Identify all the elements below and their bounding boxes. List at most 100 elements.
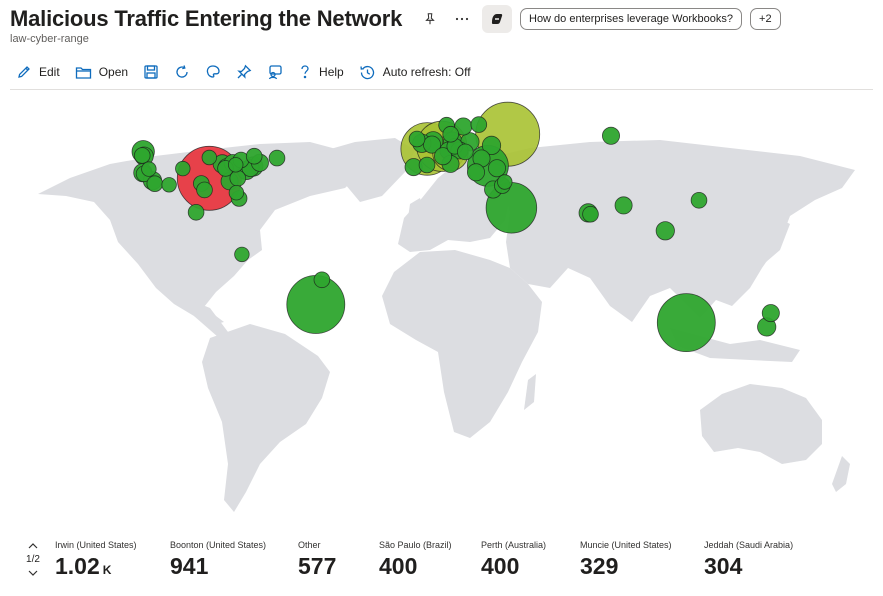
stats-strip: 1/2 Irwin (United States) 1.02 K Boonton … (0, 533, 883, 593)
map-bubble[interactable] (433, 147, 452, 166)
stat-value: 304 (704, 553, 743, 579)
map-bubble[interactable] (187, 204, 205, 221)
workspace-subtitle: law-cyber-range (10, 33, 89, 45)
map-bubble[interactable] (228, 184, 245, 201)
stat-label: Muncie (United States) (580, 540, 672, 550)
clock-refresh-icon (360, 65, 374, 79)
map-bubble[interactable] (313, 271, 331, 289)
stat-label: Jeddah (Saudi Arabia) (704, 540, 794, 550)
map-bubble[interactable] (497, 174, 513, 190)
stat-tile[interactable]: Jeddah (Saudi Arabia) 304 (704, 540, 793, 580)
land-australia (700, 384, 822, 464)
map-bubble[interactable] (655, 221, 675, 241)
stat-tile[interactable]: Irwin (United States) 1.02 K (55, 540, 137, 580)
map-bubble[interactable] (442, 125, 460, 143)
map-bubble[interactable] (227, 157, 244, 173)
stat-value: 941 (170, 553, 209, 579)
stat-label: Other (298, 540, 321, 550)
more-suggestions-chip[interactable]: +2 (750, 8, 781, 30)
pager-label: 1/2 (26, 554, 40, 565)
refresh-button[interactable] (168, 58, 196, 86)
open-button[interactable]: Open (69, 58, 134, 86)
map-bubble[interactable] (146, 175, 164, 192)
map-bubble[interactable] (470, 116, 488, 133)
pin-icon (237, 64, 252, 79)
map-bubble[interactable] (466, 163, 485, 182)
feedback-icon (268, 65, 282, 80)
traffic-bubbles (131, 101, 780, 353)
open-label: Open (98, 65, 129, 79)
pin-icon[interactable] (418, 6, 442, 32)
stat-unit: K (102, 563, 112, 577)
save-icon (144, 65, 158, 79)
stat-tile[interactable]: São Paulo (Brazil) 400 (379, 540, 452, 580)
map-bubble[interactable] (201, 149, 218, 166)
map-bubble[interactable] (196, 181, 213, 199)
land-madagascar (524, 374, 536, 410)
stat-label: Irwin (United States) (55, 540, 137, 550)
map-bubble[interactable] (229, 170, 247, 187)
map-bubble[interactable] (487, 159, 506, 178)
suggestion-chip[interactable]: How do enterprises leverage Workbooks? (520, 8, 743, 30)
chevron-up-icon[interactable] (28, 539, 38, 553)
auto-refresh-button[interactable]: Auto refresh: Off (353, 58, 477, 86)
map-bubble[interactable] (422, 135, 441, 154)
edit-button[interactable]: Edit (10, 58, 66, 86)
map-bubble[interactable] (690, 192, 708, 209)
folder-icon (75, 66, 91, 79)
save-button[interactable] (137, 58, 165, 86)
copilot-button[interactable] (482, 5, 512, 33)
map-bubble[interactable] (761, 304, 780, 323)
map-bubble[interactable] (582, 205, 599, 223)
pencil-icon (18, 66, 30, 78)
stat-label: Perth (Australia) (481, 540, 547, 550)
chevron-down-icon[interactable] (28, 566, 38, 580)
edit-label: Edit (39, 65, 60, 79)
map-bubble[interactable] (418, 156, 436, 174)
customize-button[interactable] (199, 58, 227, 86)
map-bubble[interactable] (141, 161, 157, 177)
pin-dashboard-button[interactable] (230, 58, 258, 86)
stat-tile[interactable]: Other 577 (298, 540, 336, 580)
stat-tile[interactable]: Boonton (United States) 941 (170, 540, 266, 580)
palette-icon (206, 65, 220, 78)
map-bubble[interactable] (602, 126, 621, 145)
land-japan (762, 220, 790, 262)
stat-tile[interactable]: Muncie (United States) 329 (580, 540, 672, 580)
help-button[interactable]: Help (292, 58, 350, 86)
land-uk (408, 198, 424, 224)
map-bubble[interactable] (161, 177, 177, 193)
help-icon (301, 65, 309, 79)
land-masses (38, 138, 855, 512)
map-bubble[interactable] (175, 160, 191, 177)
map-bubble[interactable] (268, 149, 286, 167)
title-actions: How do enterprises leverage Workbooks? +… (418, 4, 781, 34)
map-bubble[interactable] (614, 196, 633, 215)
feedback-button[interactable] (261, 58, 289, 86)
auto-refresh-label: Auto refresh: Off (382, 65, 471, 79)
stat-label: São Paulo (Brazil) (379, 540, 452, 550)
toolbar-divider (10, 89, 873, 90)
stat-value: 400 (481, 553, 520, 579)
stat-label: Boonton (United States) (170, 540, 267, 550)
map-bubble[interactable] (234, 246, 250, 263)
stat-value: 400 (379, 553, 418, 579)
land-new-zealand (832, 456, 850, 492)
map-bubble[interactable] (408, 130, 426, 148)
land-africa (382, 250, 542, 438)
copilot-icon (491, 14, 503, 24)
map-bubble[interactable] (456, 143, 474, 161)
toolbar: Edit Open Help Auto refresh: Off (10, 58, 477, 86)
stat-value: 1.02 K (55, 553, 137, 580)
title-row: Malicious Traffic Entering the Network (10, 4, 402, 34)
world-map[interactable] (10, 92, 876, 530)
map-bubble[interactable] (656, 293, 716, 353)
map-bubble[interactable] (481, 135, 502, 156)
land-greenland (320, 138, 415, 202)
map-bubble[interactable] (133, 147, 151, 164)
refresh-icon (176, 65, 188, 78)
land-southeast-asia-islands (670, 328, 800, 362)
stat-tile[interactable]: Perth (Australia) 400 (481, 540, 546, 580)
map-bubble[interactable] (245, 147, 263, 165)
more-options-icon[interactable] (450, 6, 474, 32)
